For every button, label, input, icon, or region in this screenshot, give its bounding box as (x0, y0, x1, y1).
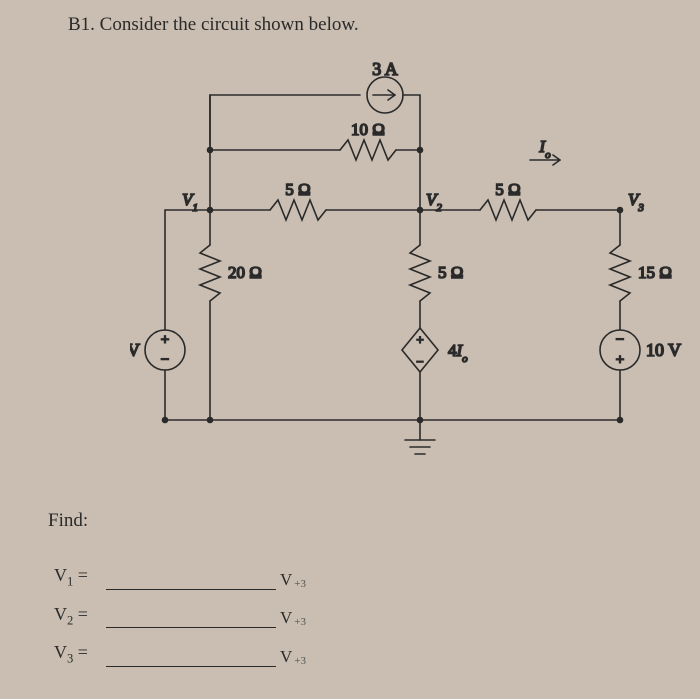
answer-blank-line (106, 649, 276, 667)
circuit-diagram: 5 Ω 5 Ω V1 V2 V3 3 A 10 Ω Io (130, 50, 690, 470)
find-label: Find: (48, 510, 88, 532)
answer-blank-line (106, 572, 276, 590)
v15-pol-top: + (161, 332, 169, 348)
answer-label: V1 = (54, 565, 102, 590)
dep-pol-bot: − (416, 354, 423, 369)
node-v3: V3 (628, 190, 644, 214)
answer-unit: V (280, 647, 292, 667)
i3a-label: 3 A (372, 59, 398, 79)
io-label: Io (538, 137, 551, 161)
answer-row-v3: V3 = V +3 (54, 642, 306, 667)
v10-pol-top: − (616, 332, 624, 348)
answer-points: +3 (294, 655, 306, 667)
answer-label: V2 = (54, 604, 102, 629)
answer-label: V3 = (54, 642, 102, 667)
r20-label: 20 Ω (228, 263, 262, 282)
answer-blanks: V1 = V +3 V2 = V +3 V3 = V +3 (54, 565, 306, 681)
v10-pol-bot: + (616, 352, 624, 368)
answer-row-v2: V2 = V +3 (54, 604, 306, 629)
answer-points: +3 (294, 578, 306, 590)
answer-blank-line (106, 610, 276, 628)
v10-label: 10 V (646, 340, 681, 360)
v15-pol-bot: − (161, 352, 169, 368)
v15-label: 15 V (130, 340, 140, 360)
question-title: B1. Consider the circuit shown below. (68, 14, 359, 36)
r10-label: 10 Ω (351, 120, 385, 139)
dep-label: 4Io (448, 341, 468, 365)
r5-label-3: 5 Ω (438, 263, 463, 282)
answer-unit: V (280, 608, 292, 628)
answer-row-v1: V1 = V +3 (54, 565, 306, 590)
r5-label-1: 5 Ω (285, 180, 310, 199)
dep-pol-top: + (416, 332, 423, 347)
answer-unit: V (280, 570, 292, 590)
answer-points: +3 (294, 616, 306, 628)
r15-label: 15 Ω (638, 263, 672, 282)
r5-label-2: 5 Ω (495, 180, 520, 199)
